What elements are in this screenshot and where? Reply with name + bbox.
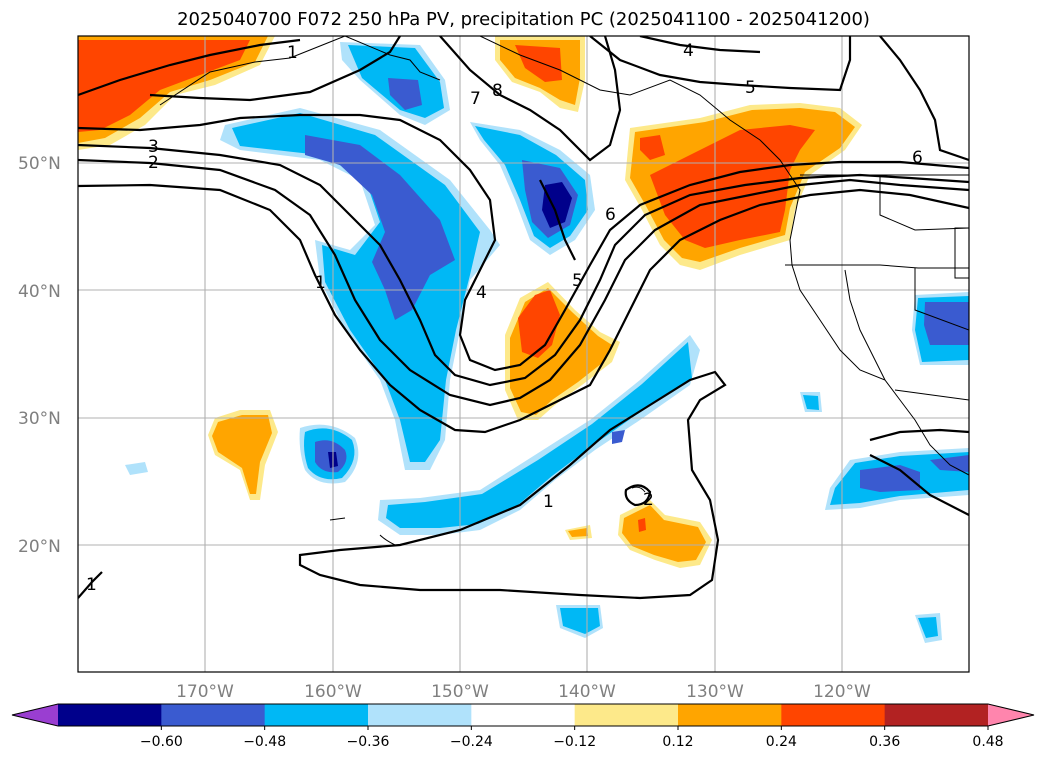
colorbar-extend-low [12,704,58,726]
lat-label: 40°N [18,282,61,302]
contour-label: 1 [315,273,326,293]
contour-label: 6 [912,148,923,168]
lon-label: 160°W [304,682,362,702]
colorbar-segment [884,704,989,726]
negative-anomaly-light-dot2 [803,395,819,410]
negative-anomaly-light-band [386,342,692,528]
contour-label: 2 [148,153,159,173]
contour-label: 4 [683,41,694,61]
positive-anomaly-red-south [638,518,646,532]
colorbar-label: 0.12 [662,734,693,750]
negative-anomaly-medium-west [305,135,455,320]
lon-label: 130°W [686,682,744,702]
lat-label: 30°N [18,409,61,429]
colorbar-outline [11,703,1035,727]
colorbar: −0.60 −0.48 −0.36 −0.24 −0.12 0.12 0.24 0.36 0.4… [11,703,1035,750]
colorbar-segment [161,704,266,726]
colorbar-segment [574,704,679,726]
contour-label: 5 [572,271,583,291]
negative-anomaly-medium-mexico [860,465,920,492]
negative-anomaly-dark-central [542,182,572,228]
colorbar-segment [264,704,369,726]
contour-label: 6 [605,205,616,225]
coastlines [159,36,969,546]
colorbar-segment [368,704,472,726]
lon-label: 140°W [558,682,616,702]
lat-label: 20°N [18,537,61,557]
colorbar-label: 0.24 [766,734,797,750]
colorbar-segment [678,704,782,726]
colorbar-segment [471,704,576,726]
longitude-labels: 170°W 160°W 150°W 140°W 130°W 120°W [176,682,871,702]
contour-labels: 1 2 3 4 5 6 7 8 1 4 5 6 1 2 1 [86,41,923,595]
colorbar-label: −0.48 [243,734,286,750]
pv-contours [78,36,969,600]
negative-anomaly-light-south [560,608,600,634]
lon-label: 120°W [813,682,871,702]
contour-label: 1 [287,43,298,63]
positive-anomaly-red-nw [78,40,250,132]
lon-label: 150°W [431,682,489,702]
colorbar-label: −0.36 [347,734,390,750]
precipitation-shading [78,36,969,643]
negative-anomaly-medium-band [612,430,625,444]
negative-anomaly-medium-east [924,302,969,345]
positive-anomaly-red-center [518,290,560,358]
colorbar-segment [58,704,162,726]
contour-label: 7 [470,89,481,109]
positive-anomaly-orange-west [212,415,272,494]
contour-label: 2 [643,490,654,510]
colorbar-label: 0.36 [869,734,900,750]
map-frame [77,35,970,673]
contour-label: 8 [492,81,503,101]
contour-label: 4 [476,283,487,303]
positive-anomaly-orange-small [568,528,588,537]
colorbar-extend-high [988,704,1034,726]
contour-label: 1 [543,492,554,512]
colorbar-label: −0.60 [140,734,183,750]
negative-anomaly-light-dot3 [918,617,938,638]
contour-label: 1 [86,575,97,595]
lon-label: 170°W [176,682,234,702]
negative-anomaly-pale-dot1 [125,462,148,475]
positive-anomaly-red-north [515,45,562,82]
colorbar-label: 0.48 [972,734,1003,750]
negative-anomaly-medium-mexico2 [930,455,969,472]
colorbar-label: −0.24 [450,734,493,750]
map-title: 2025040700 F072 250 hPa PV, precipitatio… [177,9,870,30]
colorbar-segment [781,704,886,726]
colorbar-label: −0.12 [553,734,596,750]
latitude-labels: 50°N 40°N 30°N 20°N [18,154,61,557]
positive-anomaly-red-ne1 [640,135,665,160]
contour-label: 3 [148,137,159,157]
contour-label: 5 [745,78,756,98]
negative-anomaly-medium-north [388,78,422,110]
lat-label: 50°N [18,154,61,174]
